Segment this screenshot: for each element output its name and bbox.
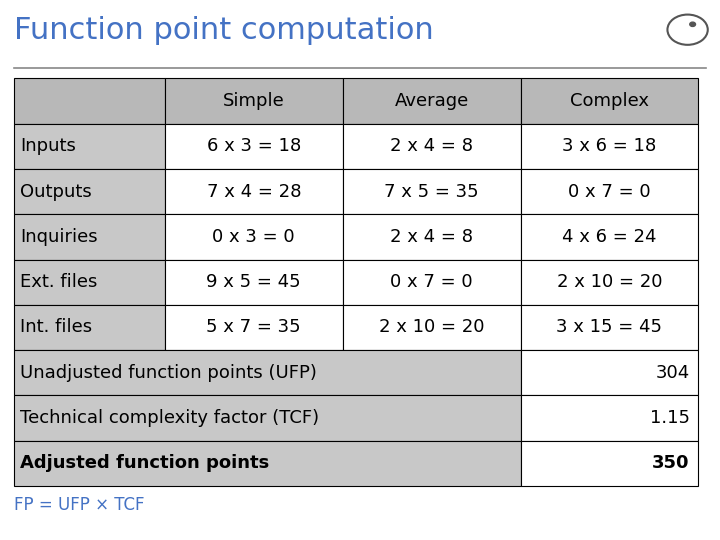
Bar [165,305,343,350]
Bar [14,395,521,441]
Text: Int. files: Int. files [20,319,92,336]
Text: Inputs: Inputs [20,137,76,156]
Bar [521,260,698,305]
Bar [165,124,343,169]
Text: 7 x 5 = 35: 7 x 5 = 35 [384,183,479,200]
Bar [343,124,521,169]
Circle shape [690,22,696,26]
Text: 0 x 7 = 0: 0 x 7 = 0 [390,273,473,291]
Text: 2 x 10 = 20: 2 x 10 = 20 [557,273,662,291]
Text: Technical complexity factor (TCF): Technical complexity factor (TCF) [20,409,319,427]
Text: FP = UFP × TCF: FP = UFP × TCF [14,496,145,514]
Bar [343,169,521,214]
Text: 3 x 15 = 45: 3 x 15 = 45 [557,319,662,336]
Bar [521,169,698,214]
Bar [521,124,698,169]
Bar [521,214,698,260]
Bar [521,305,698,350]
Text: Ext. files: Ext. files [20,273,97,291]
Bar [521,441,698,486]
Text: 4 x 6 = 24: 4 x 6 = 24 [562,228,657,246]
Bar [343,78,521,124]
Bar [165,260,343,305]
Text: Outputs: Outputs [20,183,92,200]
Text: Average: Average [395,92,469,110]
Bar [14,78,165,124]
Bar [14,124,165,169]
Bar [521,395,698,441]
Bar [14,441,521,486]
Bar [343,260,521,305]
Text: Adjusted function points: Adjusted function points [20,454,269,472]
Bar [14,214,165,260]
Text: 350: 350 [652,454,690,472]
Bar [343,305,521,350]
Bar [165,78,343,124]
Text: 2 x 4 = 8: 2 x 4 = 8 [390,228,473,246]
Bar [521,350,698,395]
Text: Simple: Simple [223,92,284,110]
Bar [165,169,343,214]
Text: 0 x 7 = 0: 0 x 7 = 0 [568,183,651,200]
Text: Inquiries: Inquiries [20,228,98,246]
Text: 2 x 4 = 8: 2 x 4 = 8 [390,137,473,156]
Text: 5 x 7 = 35: 5 x 7 = 35 [207,319,301,336]
Text: 304: 304 [655,364,690,382]
Text: Complex: Complex [570,92,649,110]
Bar [14,305,165,350]
Text: 7 x 4 = 28: 7 x 4 = 28 [207,183,301,200]
Bar [14,350,521,395]
Bar [343,214,521,260]
Text: 3 x 6 = 18: 3 x 6 = 18 [562,137,657,156]
Bar [521,78,698,124]
Text: 2 x 10 = 20: 2 x 10 = 20 [379,319,485,336]
Text: Function point computation: Function point computation [14,16,434,45]
Bar [14,169,165,214]
Bar [165,214,343,260]
Text: 1.15: 1.15 [649,409,690,427]
Text: Unadjusted function points (UFP): Unadjusted function points (UFP) [20,364,317,382]
Bar [14,260,165,305]
Text: 9 x 5 = 45: 9 x 5 = 45 [207,273,301,291]
Text: 0 x 3 = 0: 0 x 3 = 0 [212,228,295,246]
Text: 6 x 3 = 18: 6 x 3 = 18 [207,137,301,156]
